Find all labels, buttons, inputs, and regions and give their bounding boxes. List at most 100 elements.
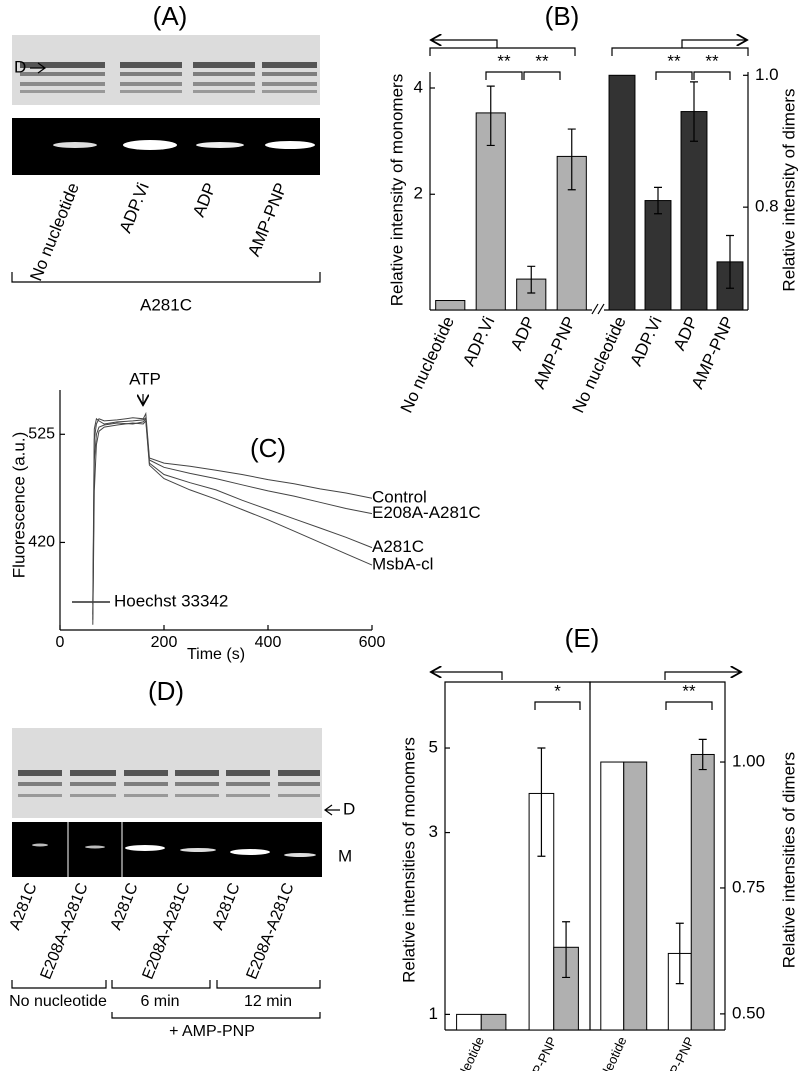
- x-tick-label: 0: [56, 634, 65, 651]
- group-bracket: [611, 47, 749, 56]
- gel-bottom: [12, 822, 322, 877]
- lane-label: A281C: [7, 881, 41, 933]
- direction-arrow: [432, 672, 503, 680]
- x-tick-label: + AMP-PNP: [654, 1034, 697, 1071]
- line: [92, 416, 373, 605]
- x-tick-label: ADP: [670, 314, 702, 354]
- lane-label: A281C: [210, 881, 244, 933]
- panel-title: (D): [148, 676, 184, 706]
- band-label: D: [343, 799, 355, 818]
- axis-break: [591, 303, 605, 315]
- panel-title: (C): [250, 433, 286, 463]
- group-label: No nucleotide: [9, 993, 107, 1010]
- lane-label: A281C: [108, 881, 142, 933]
- band-label: M: [338, 846, 352, 865]
- bar: [608, 74, 636, 311]
- series-label: A281C: [372, 537, 424, 556]
- series-label: Control: [372, 488, 427, 507]
- error-bar: [675, 922, 684, 985]
- x-tick-label: ADP: [507, 314, 539, 354]
- y-axis-label: Relative intensities of monomers: [399, 737, 418, 983]
- error-bar: [698, 738, 707, 771]
- y-tick-label: 0.50: [732, 1003, 765, 1022]
- gel-bottom: [12, 118, 320, 175]
- series-label: MsbA-cl: [372, 555, 433, 574]
- error-bar: [726, 234, 734, 289]
- group-bracket: [11, 980, 321, 989]
- y-tick-label: 3: [429, 822, 438, 841]
- lane-label: No nucleotide: [26, 180, 83, 284]
- bar: [690, 753, 715, 1031]
- significance-label: **: [705, 51, 719, 70]
- group-label: 12 min: [244, 993, 292, 1010]
- significance-bracket: [485, 71, 523, 80]
- y-tick-label: 0.8: [755, 197, 779, 216]
- x-tick-label: 200: [151, 634, 178, 651]
- y-tick-label: 1.00: [732, 752, 765, 771]
- significance-bracket: [655, 71, 693, 80]
- significance-label: **: [667, 51, 681, 70]
- significance-label: *: [554, 681, 561, 700]
- line: [92, 411, 373, 620]
- group-bracket: [444, 681, 591, 690]
- y-axis-label: Relative intensity of dimers: [779, 88, 798, 291]
- panel-title: (B): [545, 1, 580, 31]
- line: [92, 419, 373, 625]
- bar: [480, 1013, 507, 1031]
- group-label: A281C: [140, 295, 192, 314]
- significance-label: **: [535, 51, 549, 70]
- y-tick-label: 525: [28, 426, 55, 443]
- group-label: + AMP-PNP: [169, 1023, 255, 1040]
- band-arrow: [323, 804, 340, 816]
- x-tick-label: ADP.Vi: [459, 314, 498, 369]
- x-tick-label: No nucleotide: [440, 1034, 487, 1071]
- bar: [435, 300, 466, 311]
- significance-label: **: [682, 681, 696, 700]
- line: [92, 417, 373, 615]
- y-axis-label: Relative intensities of dimers: [779, 752, 798, 968]
- x-tick-label: ADP.Vi: [626, 314, 665, 369]
- bar: [600, 761, 625, 1031]
- bar: [528, 792, 555, 1031]
- significance-label: **: [497, 51, 511, 70]
- group-bracket: [111, 1012, 321, 1019]
- bar: [644, 200, 672, 311]
- y-tick-label: 0.75: [732, 877, 765, 896]
- lane-label: E208A-A281C: [140, 881, 194, 982]
- error-bar: [654, 186, 662, 215]
- bar: [456, 1013, 482, 1031]
- x-axis-label: Time (s): [187, 646, 245, 663]
- band-label: D: [14, 57, 26, 76]
- x-tick-label: No nucleotide: [569, 314, 630, 416]
- y-tick-label: 420: [28, 534, 55, 551]
- lane-label: ADP: [189, 180, 220, 220]
- significance-bracket: [523, 71, 561, 80]
- panel-title: (A): [153, 1, 188, 31]
- bar: [680, 111, 708, 311]
- error-bar: [527, 265, 536, 294]
- direction-arrow: [681, 40, 746, 48]
- x-tick-label: 600: [359, 634, 386, 651]
- significance-bracket: [693, 71, 731, 80]
- y-tick-label: 1: [429, 1004, 438, 1023]
- y-tick-label: 1.0: [755, 65, 779, 84]
- y-axis-label: Fluorescence (a.u.): [9, 432, 28, 578]
- group-bracket: [11, 272, 321, 283]
- y-tick-label: 4: [414, 77, 423, 96]
- band-label: M: [18, 139, 32, 158]
- bar: [623, 761, 648, 1031]
- error-bar: [562, 921, 571, 979]
- gel-top: [12, 728, 322, 818]
- x-tick-label: 400: [255, 634, 282, 651]
- error-bar: [567, 128, 576, 191]
- panel-title: (E): [565, 623, 600, 653]
- gel-top: [12, 35, 320, 105]
- annotation: ATP: [129, 369, 161, 388]
- lane-label: ADP.Vi: [116, 180, 153, 236]
- error-bar: [537, 747, 546, 857]
- direction-arrow: [664, 672, 740, 680]
- direction-arrow: [432, 40, 498, 48]
- group-bracket: [429, 47, 576, 56]
- band-arrow: [30, 62, 47, 74]
